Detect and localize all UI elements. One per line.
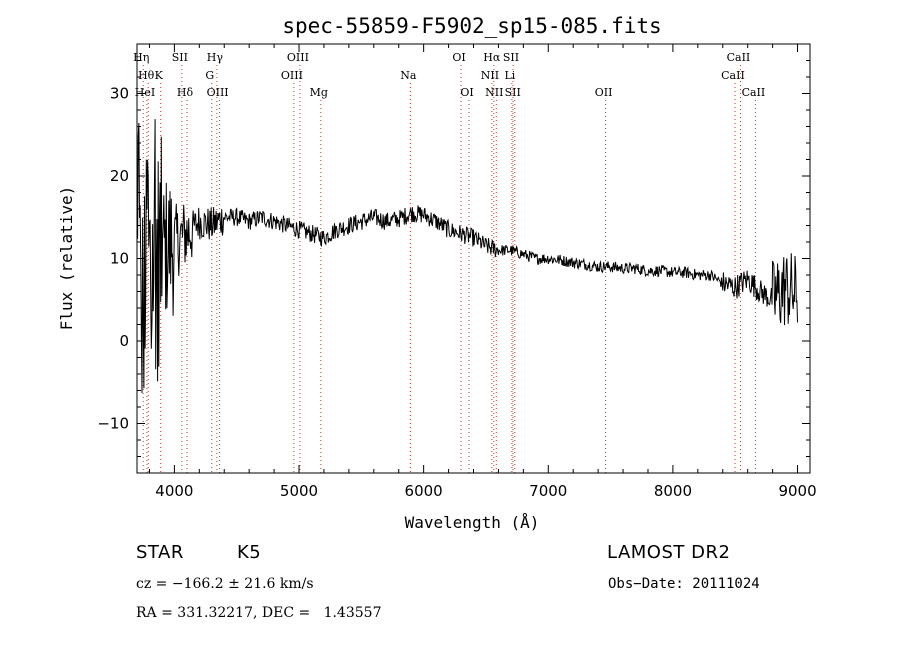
line-marker-label: OI xyxy=(452,51,465,64)
x-tick-label: 5000 xyxy=(280,482,318,500)
y-tick-label: 30 xyxy=(110,85,129,103)
line-marker-label: SII xyxy=(172,51,188,64)
line-marker-label: CaII xyxy=(727,51,751,64)
line-marker-label: Hγ xyxy=(207,51,224,64)
line-marker-label: OI xyxy=(460,86,473,99)
line-marker-label: Mg xyxy=(310,86,328,99)
object-subclass: K5 xyxy=(237,542,262,563)
line-marker-label: CaII xyxy=(721,69,745,82)
observation-date: Obs−Date: 20111024 xyxy=(608,576,760,592)
spectrum-line xyxy=(137,119,798,394)
x-tick-label: 7000 xyxy=(529,482,567,500)
x-axis-label: Wavelength (Å) xyxy=(405,513,540,532)
redshift-cz: cz = −166.2 ± 21.6 km/s xyxy=(136,576,314,592)
y-tick-label: 20 xyxy=(110,167,129,185)
line-marker-label: Hα xyxy=(483,51,501,64)
y-tick-label: 10 xyxy=(110,250,129,268)
x-tick-label: 4000 xyxy=(155,482,193,500)
y-axis-label: Flux (relative) xyxy=(57,186,76,331)
x-axis: 4000 5000 6000 7000 8000 9000 xyxy=(148,44,817,500)
x-tick-label: 8000 xyxy=(654,482,692,500)
line-marker-label: Na xyxy=(400,69,417,82)
line-marker-label: OIII xyxy=(287,51,309,64)
line-marker-label: OII xyxy=(595,86,613,99)
line-marker-label: K xyxy=(155,69,164,82)
line-marker-label: Hη xyxy=(133,51,149,64)
x-tick-label: 9000 xyxy=(778,482,816,500)
line-marker-label: SII xyxy=(505,86,521,99)
line-marker-label: Hδ xyxy=(177,86,194,99)
line-marker-label: NII xyxy=(485,86,503,99)
plot-frame xyxy=(136,43,811,474)
coordinates: RA = 331.32217, DEC = 1.43557 xyxy=(136,605,382,621)
line-marker-label: G xyxy=(205,69,214,82)
line-marker-label: CaII xyxy=(742,86,766,99)
line-marker-label: SII xyxy=(503,51,519,64)
survey-name: LAMOST DR2 xyxy=(607,542,731,563)
object-class: STAR xyxy=(136,542,184,563)
line-marker-label: HeI xyxy=(135,86,155,99)
line-marker-label: OIII xyxy=(281,69,303,82)
line-marker-label: OIII xyxy=(207,86,229,99)
line-marker-label: NII xyxy=(481,69,499,82)
chart-title: spec-55859-F5902_sp15-085.fits xyxy=(282,14,661,38)
line-marker-label: Li xyxy=(504,69,515,82)
line-marker-label: Hθ xyxy=(138,69,155,82)
y-tick-label: −10 xyxy=(97,415,129,433)
y-axis: −10 0 10 20 30 xyxy=(97,60,810,457)
line-markers xyxy=(142,65,756,473)
x-tick-label: 6000 xyxy=(405,482,443,500)
y-tick-label: 0 xyxy=(119,332,129,350)
